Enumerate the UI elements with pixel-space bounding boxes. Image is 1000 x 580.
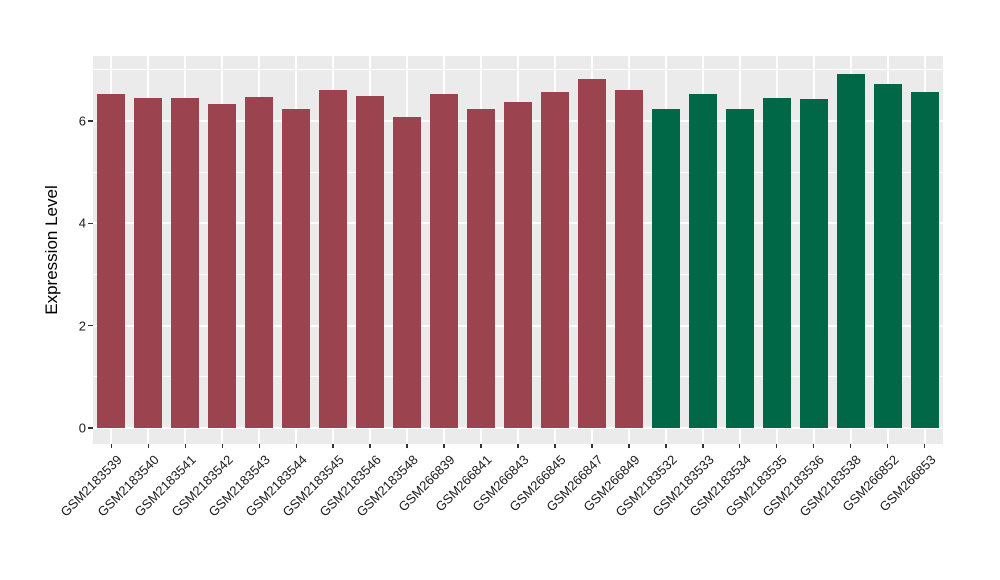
bar-GSM2183536	[799, 98, 828, 428]
x-tick-mark-GSM2183541	[184, 444, 187, 448]
y-tick-mark-6	[88, 120, 93, 122]
bar-GSM2183546	[356, 96, 385, 428]
y-axis-title: Expression Level	[42, 185, 61, 315]
y-tick-label-6: 6	[78, 113, 86, 129]
x-tick-mark-GSM266845	[554, 444, 556, 448]
x-tick-mark-GSM2183534	[738, 444, 741, 448]
y-tick-mark-4	[88, 222, 93, 225]
bar-GSM2183548	[393, 117, 422, 428]
x-tick-mark-GSM2183548	[406, 444, 408, 448]
bar-GSM266843	[504, 101, 532, 428]
x-tick-mark-GSM2183545	[332, 444, 334, 448]
bar-GSM266847	[577, 78, 606, 428]
bar-GSM2183544	[282, 108, 311, 428]
y-tick-label-4: 4	[78, 215, 86, 231]
bar-GSM266853	[910, 91, 939, 428]
bar-GSM2183540	[134, 98, 163, 428]
x-tick-mark-GSM2183532	[665, 444, 667, 448]
x-tick-mark-GSM2183535	[775, 444, 778, 448]
bar-GSM266839	[430, 93, 459, 428]
x-tick-mark-GSM266839	[443, 444, 445, 448]
bar-GSM2183538	[836, 74, 865, 428]
x-tick-mark-GSM2183540	[147, 444, 150, 448]
bar-GSM2183539	[97, 94, 126, 428]
x-tick-mark-GSM2183538	[849, 444, 852, 448]
x-tick-mark-GSM2183533	[702, 444, 704, 448]
bar-GSM2183535	[762, 97, 791, 428]
y-tick-mark-0	[88, 427, 93, 429]
bar-GSM2183542	[208, 104, 237, 428]
x-tick-mark-GSM2183542	[221, 444, 224, 448]
bar-GSM266849	[614, 89, 643, 428]
bar-GSM2183534	[725, 108, 754, 428]
x-tick-mark-GSM2183543	[258, 444, 261, 448]
x-tick-mark-GSM2183544	[295, 444, 297, 448]
bar-GSM266845	[540, 92, 569, 428]
x-tick-mark-GSM266849	[628, 444, 630, 448]
y-tick-label-0: 0	[78, 420, 86, 436]
x-tick-mark-GSM266847	[591, 444, 593, 448]
x-tick-mark-GSM2183539	[110, 444, 113, 448]
x-tick-mark-GSM266852	[886, 444, 889, 448]
bar-GSM2183545	[319, 90, 348, 428]
bar-GSM2183543	[245, 96, 274, 428]
y-tick-label-2: 2	[78, 318, 86, 334]
y-tick-mark-2	[88, 324, 93, 327]
bar-GSM2183533	[688, 94, 717, 428]
x-tick-mark-GSM266841	[480, 444, 482, 448]
bar-GSM266852	[873, 84, 902, 428]
bar-GSM2183541	[171, 98, 200, 428]
x-tick-mark-GSM266843	[517, 444, 519, 448]
bar-GSM266841	[467, 108, 496, 428]
x-tick-mark-GSM2183536	[812, 444, 815, 448]
x-tick-mark-GSM2183546	[369, 444, 371, 448]
x-tick-mark-GSM266853	[923, 444, 926, 448]
bar-GSM2183532	[651, 109, 680, 428]
plot-panel	[93, 56, 943, 444]
